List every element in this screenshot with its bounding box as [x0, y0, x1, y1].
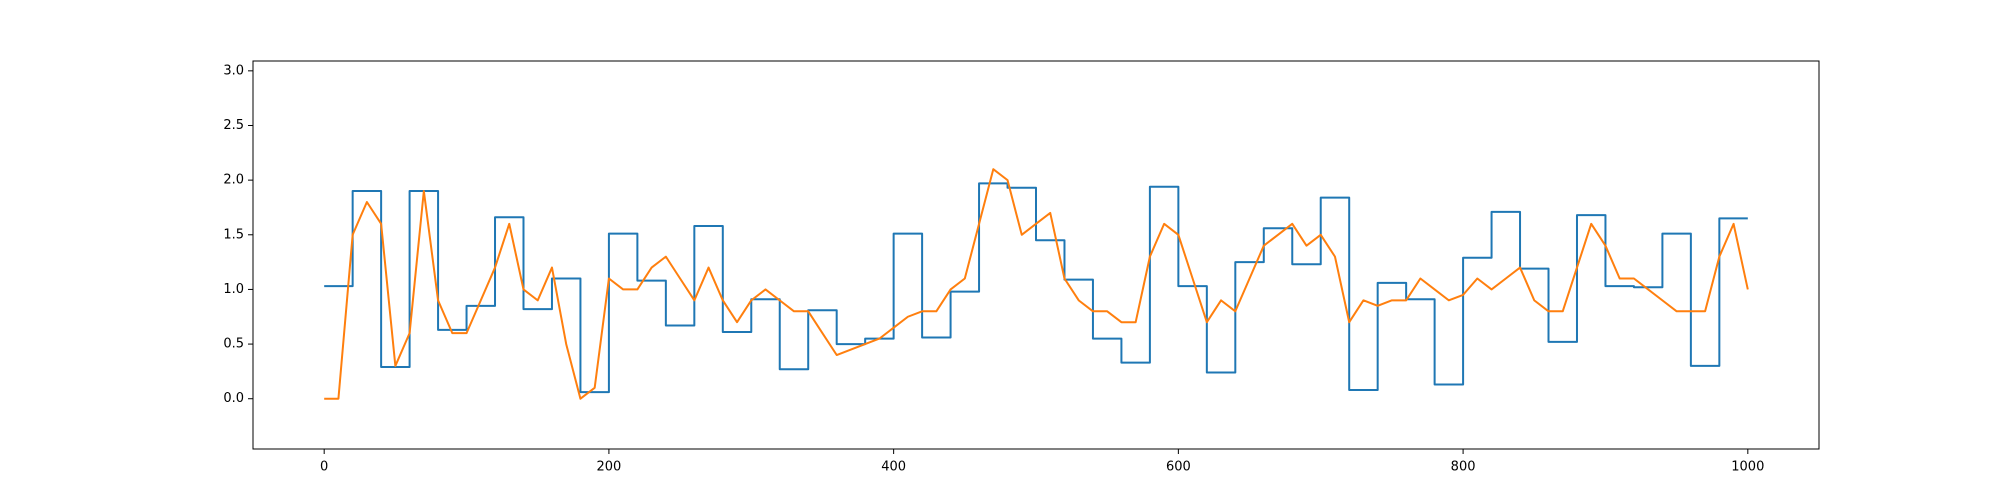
- x-tick-label: 400: [881, 460, 906, 475]
- x-tick-label: 1000: [1731, 460, 1764, 475]
- y-tick-label: 1.0: [223, 282, 244, 297]
- y-tick-label: 0.5: [223, 337, 244, 352]
- series-line: [324, 182, 1748, 394]
- y-tick-label: 1.5: [223, 227, 244, 242]
- x-tick-label: 600: [1166, 460, 1191, 475]
- series-line: [324, 168, 1749, 400]
- axes-frame: [252, 60, 1820, 450]
- x-tick-label: 0: [320, 460, 328, 475]
- x-tick-label: 200: [596, 460, 621, 475]
- x-tick-label: 800: [1451, 460, 1476, 475]
- y-tick-label: 0.0: [223, 391, 244, 406]
- y-tick-label: 3.0: [223, 63, 244, 78]
- y-tick-label: 2.5: [223, 118, 244, 133]
- y-tick-label: 2.0: [223, 173, 244, 188]
